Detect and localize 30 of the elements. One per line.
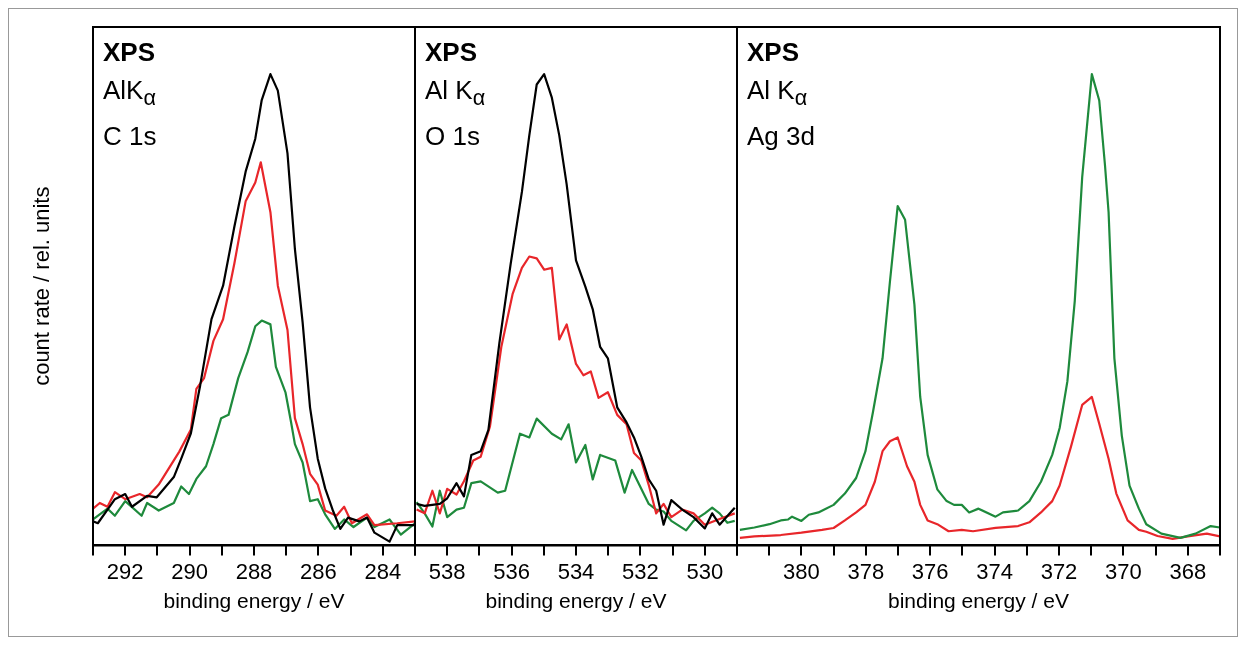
- x-tick-label: 288: [235, 558, 273, 584]
- text: XPS: [425, 36, 479, 69]
- annotation: AlK$_{α}$: [103, 74, 157, 113]
- text: XPS: [747, 36, 801, 69]
- x-tick-label: 378: [847, 558, 885, 584]
- y-axis-title: count rate / rel. units: [29, 186, 55, 386]
- annotation: C 1s: [103, 120, 157, 154]
- x-axis-title: binding energy / eV: [888, 589, 1069, 613]
- annotation: Ag 3d: [747, 120, 815, 154]
- x-tick-label: 284: [364, 558, 402, 584]
- x-tick-label: 368: [1169, 558, 1207, 584]
- x-tick-label: 374: [976, 558, 1013, 584]
- x-tick-label: 536: [493, 558, 530, 584]
- x-axis-title: binding energy / eV: [485, 589, 667, 613]
- annotation: Al K$_{α}$: [747, 74, 809, 113]
- x-tick-label: 290: [171, 558, 208, 584]
- x-tick-label: 372: [1040, 558, 1078, 584]
- x-tick-label: 370: [1105, 558, 1142, 584]
- x-tick-label: 538: [428, 558, 466, 584]
- x-tick-label: 380: [783, 558, 820, 584]
- x-tick-label: 376: [911, 558, 949, 584]
- x-tick-label: 532: [622, 558, 659, 584]
- text: XPS: [103, 36, 157, 69]
- x-tick-label: 530: [686, 558, 724, 584]
- x-axis-title: binding energy / eV: [163, 589, 345, 613]
- x-tick-label: 534: [557, 558, 595, 584]
- x-tick-label: 292: [106, 558, 144, 584]
- annotation: O 1s: [425, 120, 481, 154]
- annotation: Al K$_{α}$: [425, 74, 486, 113]
- x-tick-label: 286: [300, 558, 337, 584]
